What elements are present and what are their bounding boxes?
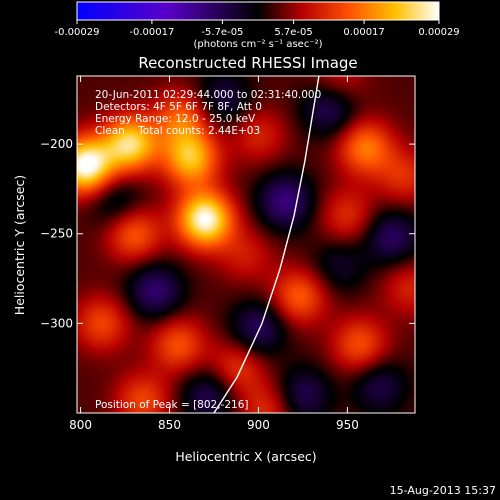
- colorbar: -0.00029 -0.00017 -5.7e-05 5.7e-05 0.00017 0.…: [55, 1, 460, 50]
- annotation-energy-range: Energy Range: 12.0 - 25.0 keV: [95, 113, 256, 125]
- heatmap-plot: 800 850 900 950 −200 −250 −300: [40, 75, 416, 432]
- annotation-time-range: 20-Jun-2011 02:29:44.000 to 02:31:40.000: [95, 89, 321, 101]
- peak-position-label: Position of Peak = [802,-216]: [95, 399, 249, 411]
- colorbar-tick-label: 0.00017: [343, 27, 384, 38]
- x-tick-label: 900: [247, 418, 270, 432]
- colorbar-ticks: -0.00029 -0.00017 -5.7e-05 5.7e-05 0.00017 0.…: [55, 20, 460, 38]
- colorbar-tick-label: -0.00017: [129, 27, 174, 38]
- y-axis-label: Heliocentric Y (arcsec): [12, 175, 27, 315]
- colorbar-gradient: [76, 1, 440, 21]
- y-tick-label: −250: [40, 227, 73, 241]
- colorbar-tick-label: -5.7e-05: [201, 27, 243, 38]
- chart-title: Reconstructed RHESSI Image: [138, 54, 357, 72]
- x-tick-label: 800: [69, 418, 92, 432]
- colorbar-tick-label: -0.00029: [55, 27, 100, 38]
- x-tick-label: 950: [336, 418, 359, 432]
- annotation-block: 20-Jun-2011 02:29:44.000 to 02:31:40.000…: [95, 89, 321, 411]
- y-tick-label: −300: [40, 316, 73, 330]
- plot-frame: [76, 75, 416, 414]
- x-tick-label: 850: [158, 418, 181, 432]
- x-axis-label: Heliocentric X (arcsec): [175, 449, 316, 464]
- annotation-detectors: Detectors: 4F 5F 6F 7F 8F, Att 0: [95, 101, 262, 113]
- colorbar-unit-label: (photons cm⁻² s⁻¹ asec⁻²): [193, 39, 322, 50]
- annotation-clean-counts: Clean Total counts: 2.44E+03: [95, 125, 260, 137]
- axis-ticks: 800 850 900 950 −200 −250 −300: [40, 76, 415, 432]
- y-tick-label: −200: [40, 137, 73, 151]
- solar-limb-curve: [213, 76, 320, 413]
- colorbar-tick-label: 0.00029: [418, 27, 459, 38]
- footer-date: 15-Aug-2013 15:37: [390, 484, 496, 497]
- colorbar-tick-label: 5.7e-05: [274, 27, 312, 38]
